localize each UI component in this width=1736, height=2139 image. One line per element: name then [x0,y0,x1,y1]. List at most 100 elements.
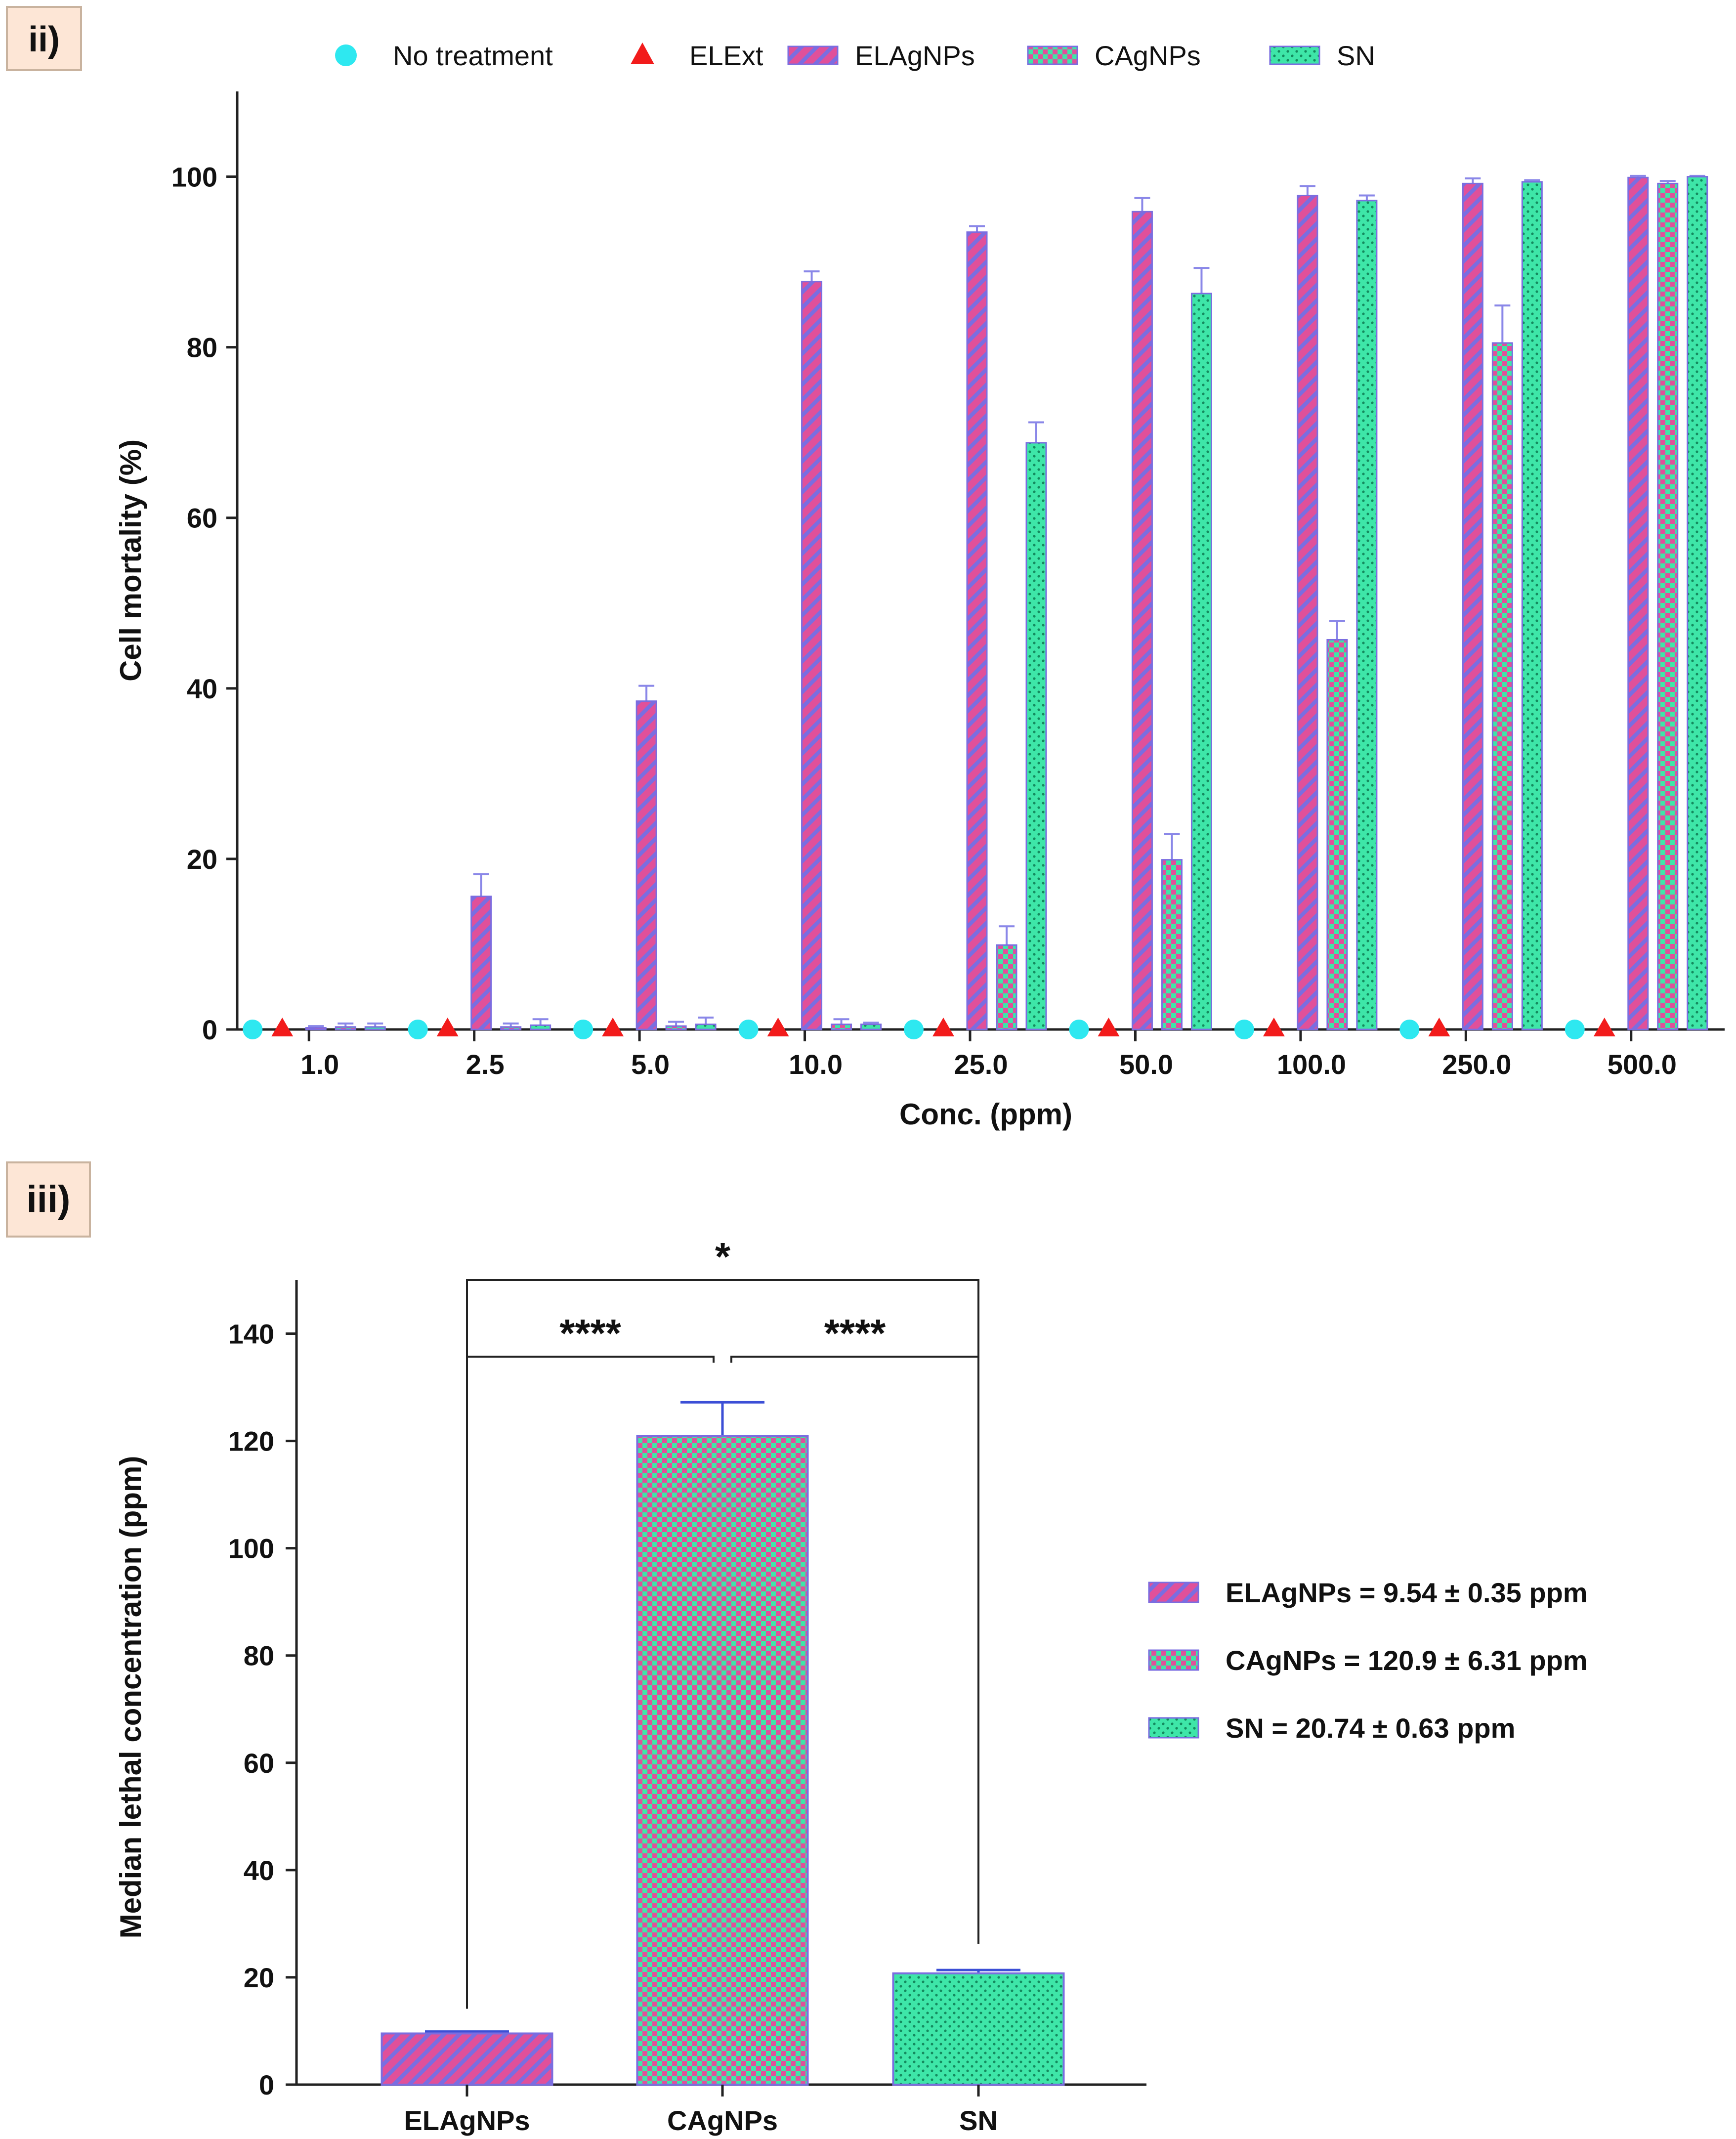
y-axis-title: Median lethal concentration (ppm) [114,1456,147,1939]
significance-bracket [730,1356,979,1944]
x-tick-label: 250.0 [1442,1049,1511,1080]
bar-sn [695,1024,717,1030]
significance-label: **** [559,1311,621,1355]
marker-no-treatment [1234,1020,1254,1039]
panel-label-iii-box: iii) [6,1161,91,1238]
y-tick-label: 100 [228,1533,274,1564]
significance-bracket [466,1356,715,2009]
bar-elagnps [1627,176,1649,1030]
significance-label: **** [824,1311,886,1355]
y-tick-label: 40 [244,1855,274,1886]
legend-swatch-cagnps [1148,1649,1199,1671]
panel-label-iii: iii) [27,1178,71,1220]
bar-elagnps [1462,182,1483,1030]
x-tick-label: 10.0 [789,1049,843,1080]
x-tick-label: SN [959,2105,998,2136]
bar-sn [860,1024,882,1030]
cell-mortality-chart: 0 20 40 60 80 100 Cell mortality (%) Conc. (ppm… [114,40,1725,1131]
marker-elext [1263,1018,1285,1036]
bar-cagnps [996,944,1017,1030]
bar-cagnps [335,1026,356,1030]
y-tick-label: 20 [187,844,217,875]
bar-sn [1521,181,1543,1030]
panel-label-ii: ii) [28,20,60,59]
bar-sn [1687,176,1708,1030]
legend-swatch-cagnps [1027,45,1078,65]
legend-swatch-sn [1269,45,1320,65]
marker-no-treatment [1399,1020,1420,1039]
bar-cagnps [665,1025,687,1030]
legend-swatch-elagnps [1148,1582,1199,1603]
marker-elext [271,1018,294,1036]
marker-elext [932,1018,954,1036]
bar-cagnps [1326,639,1348,1030]
marker-no-treatment [408,1020,428,1039]
y-tick-label: 80 [244,1640,274,1671]
bar-cagnps [1491,342,1513,1030]
bar-elagnps [381,2032,553,2086]
bar-sn [892,1972,1065,2086]
marker-elext [1593,1018,1615,1036]
marker-no-treatment [1565,1020,1585,1039]
x-tick-label: 500.0 [1608,1049,1677,1080]
marker-elext [767,1018,789,1036]
x-axis-title: Conc. (ppm) [899,1098,1072,1131]
bar-cagnps [636,1435,809,2086]
bar-sn [1025,442,1047,1030]
y-tick-label: 0 [259,2069,274,2100]
bar-elagnps [470,896,492,1030]
bar-sn [364,1026,386,1030]
bar-sn [530,1024,551,1030]
bar-cagnps [1161,859,1183,1030]
legend-swatch-elext [631,43,654,64]
x-tick-label: CAgNPs [667,2105,778,2136]
marker-no-treatment [904,1020,924,1039]
marker-no-treatment [243,1020,263,1039]
x-tick-label: ELAgNPs [404,2105,530,2136]
panel-label-ii-box: ii) [6,6,82,71]
bar-sn [1190,293,1212,1030]
y-tick-label: 0 [202,1014,217,1045]
y-tick-label: 140 [228,1319,274,1350]
marker-no-treatment [573,1020,593,1039]
legend-swatch-no-treatment [335,44,357,66]
y-tick-label: 60 [244,1748,274,1779]
legend-label: ELAgNPs = 9.54 ± 0.35 ppm [1226,1577,1588,1608]
marker-elext [1428,1018,1450,1036]
bar-cagnps [1657,182,1679,1030]
legend-label: SN = 20.74 ± 0.63 ppm [1226,1712,1515,1744]
marker-no-treatment [1069,1020,1089,1039]
bar-elagnps [966,231,988,1030]
lc50-chart: 0 20 40 60 80 100 120 140 Median lethal concentr… [114,1235,1588,2136]
legend-label: SN [1337,40,1375,71]
x-tick-label: 100.0 [1277,1049,1346,1080]
marker-elext [436,1018,459,1036]
bar-elagnps [305,1027,327,1030]
significance-label: * [715,1235,731,1279]
legend-label: CAgNPs [1095,40,1201,71]
legend-label: ELExt [689,40,763,71]
x-tick-label: 1.0 [300,1049,339,1080]
x-tick-label: 5.0 [631,1049,670,1080]
bar-elagnps [635,700,657,1030]
bar-elagnps [1297,195,1318,1030]
y-tick-label: 120 [228,1426,274,1457]
legend-swatch-sn [1148,1717,1199,1739]
x-tick-label: 50.0 [1119,1049,1173,1080]
marker-no-treatment [738,1020,759,1039]
legend-label: No treatment [393,40,553,71]
x-tick-label: 25.0 [954,1049,1008,1080]
y-tick-label: 20 [244,1962,274,1993]
legend-swatch-elagnps [787,45,839,65]
bar-sn [1356,200,1378,1030]
y-tick-label: 80 [187,332,217,363]
legend-label: ELAgNPs [855,40,975,71]
bar-elagnps [1131,211,1153,1030]
bar-elagnps [801,281,823,1030]
bar-cagnps [500,1026,522,1030]
y-tick-label: 60 [187,503,217,534]
y-axis-title: Cell mortality (%) [114,439,147,682]
legend-label: CAgNPs = 120.9 ± 6.31 ppm [1226,1645,1588,1676]
marker-elext [602,1018,624,1036]
